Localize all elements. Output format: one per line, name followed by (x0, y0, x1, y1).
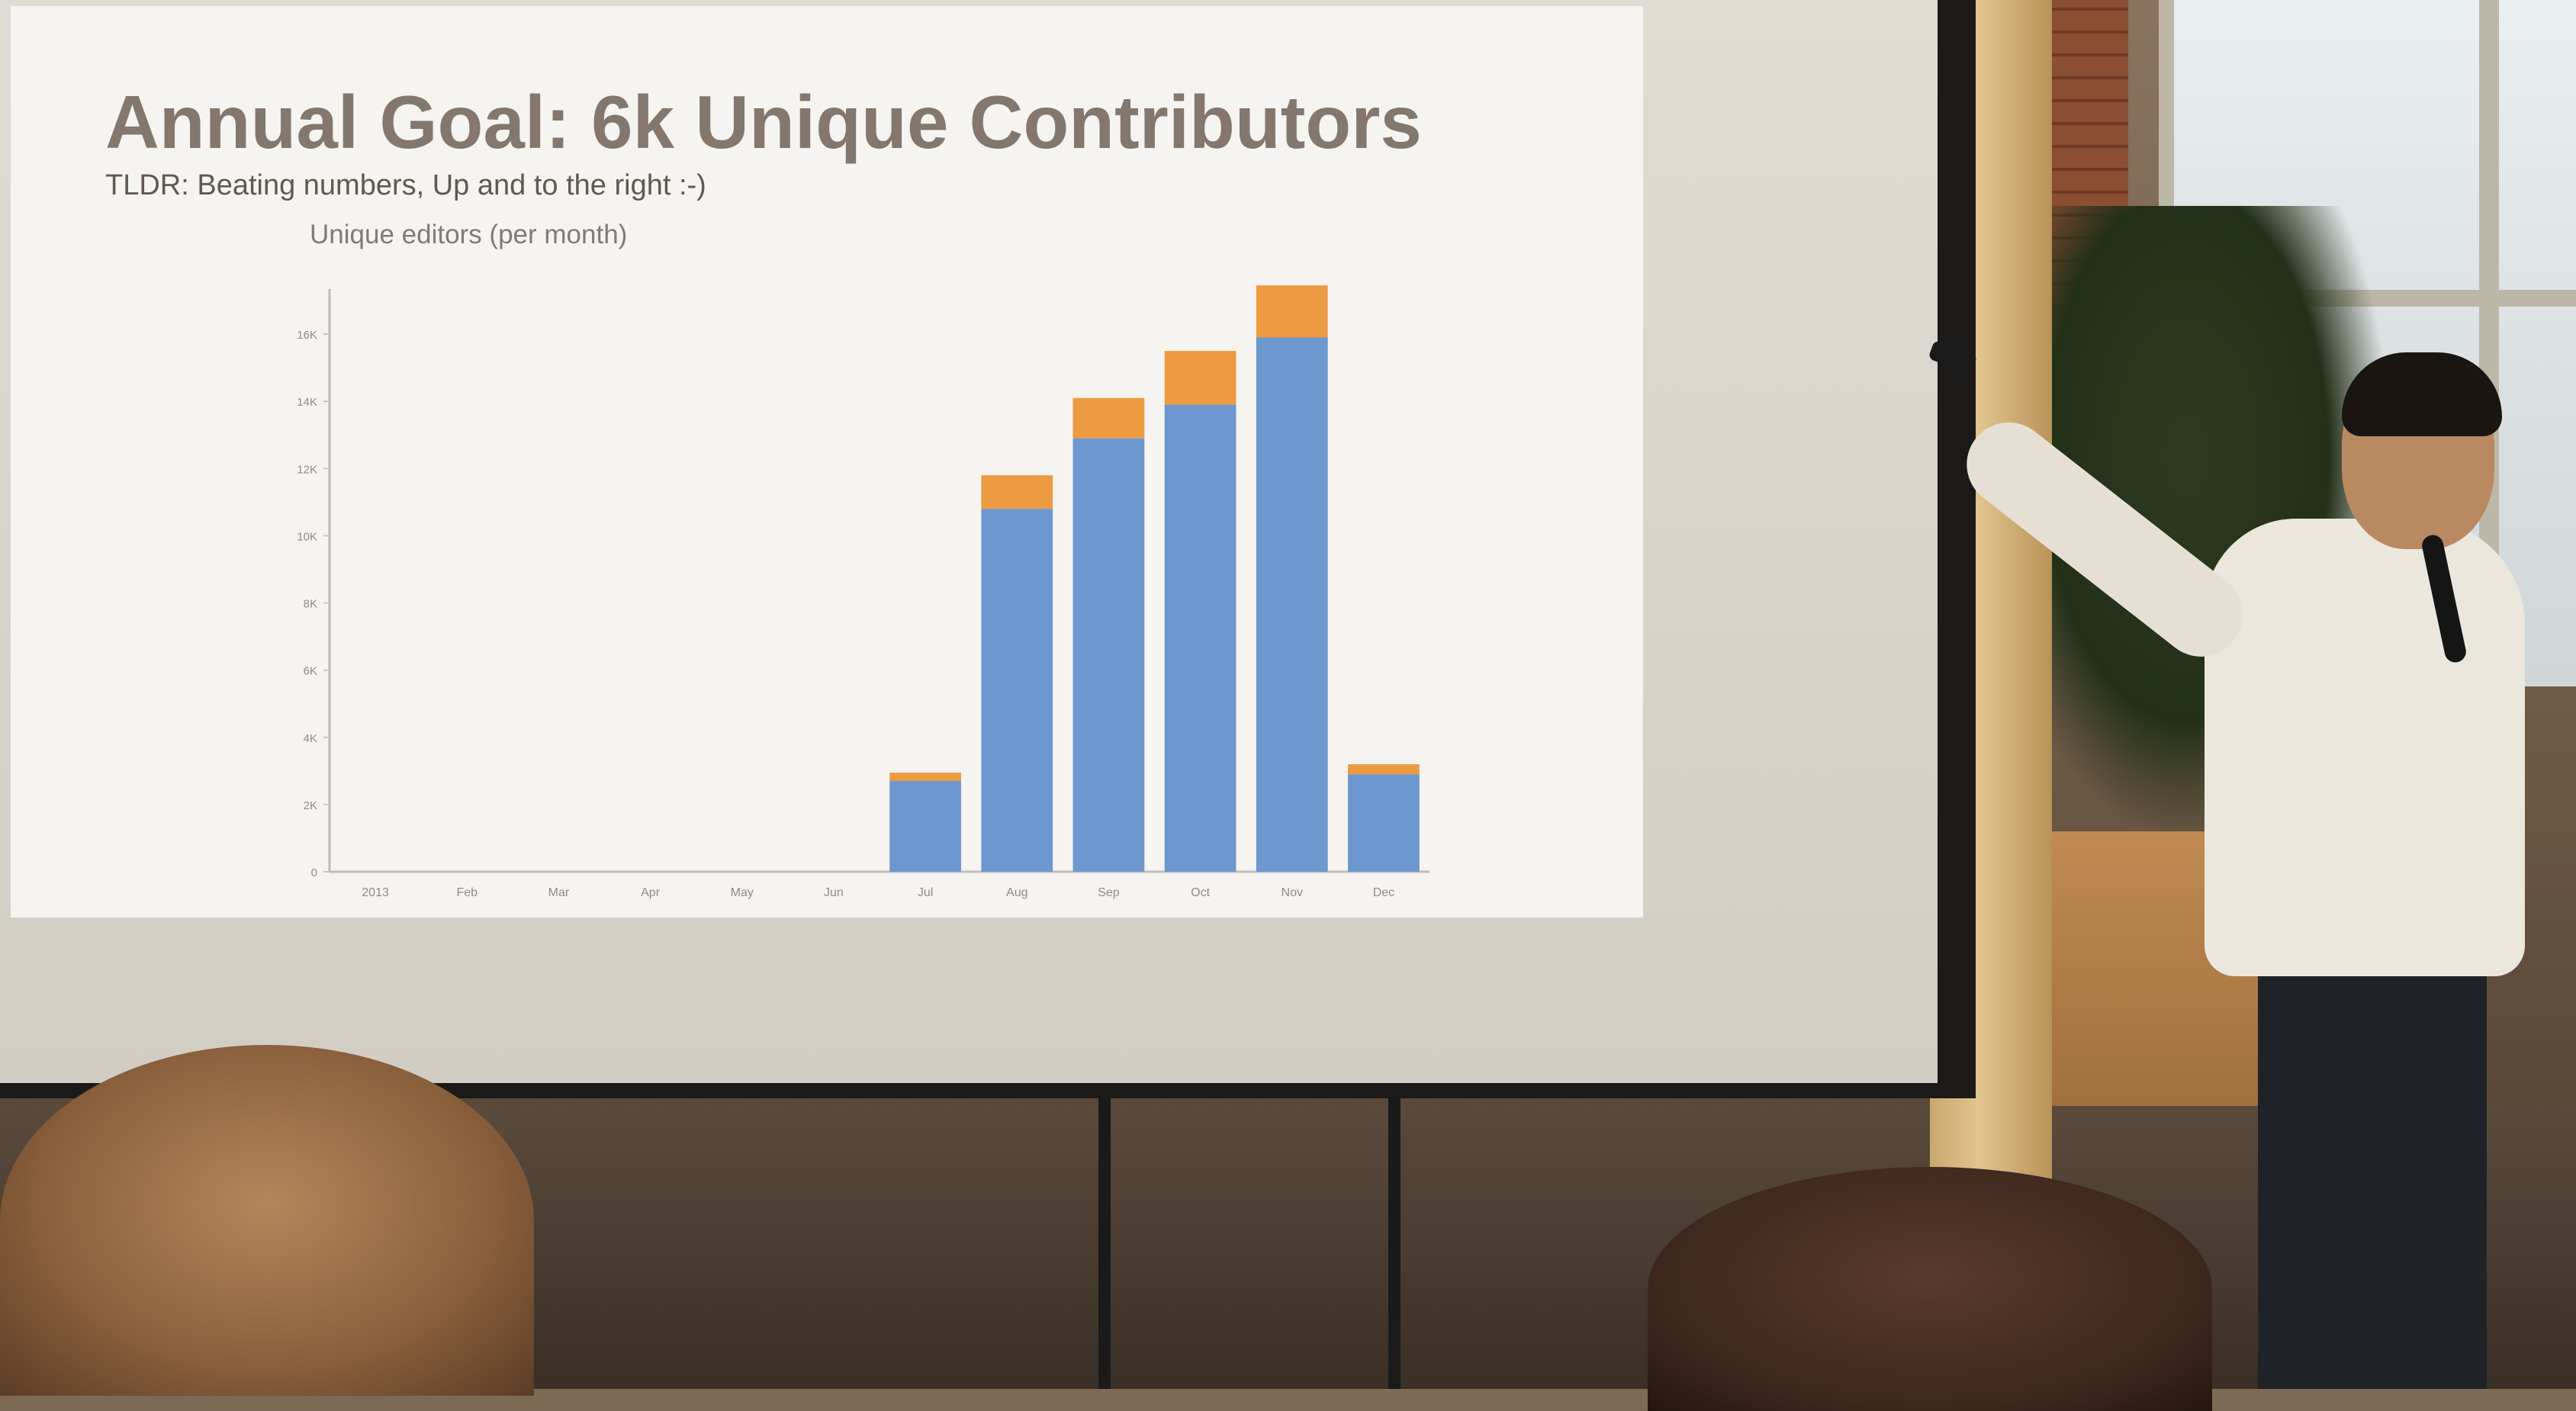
projector-screen: Annual Goal: 6k Unique Contributors TLDR… (0, 0, 1938, 1083)
chart-title: Unique editors (per month) (310, 220, 628, 249)
y-tick-label: 8K (304, 598, 317, 611)
y-tick-label: 6K (304, 665, 317, 678)
bar-segment-secondary (1256, 285, 1328, 338)
bar-segment-secondary (981, 475, 1053, 509)
bar-segment-secondary (889, 773, 961, 782)
screen-stand-leg (1098, 1098, 1111, 1389)
x-tick-label: Jul (918, 886, 933, 899)
y-tick-label: 2K (304, 799, 317, 812)
presentation-slide: Annual Goal: 6k Unique Contributors TLDR… (11, 6, 1643, 918)
x-tick-label: Mar (548, 886, 570, 899)
x-tick-label: Apr (641, 886, 661, 899)
audience-head-left (0, 1045, 534, 1396)
bar-segment-primary (889, 781, 961, 872)
x-tick-label: May (731, 886, 754, 899)
x-tick-label: Dec (1373, 886, 1394, 899)
projector-screen-frame: Annual Goal: 6k Unique Contributors TLDR… (0, 0, 1976, 1098)
y-tick-label: 12K (297, 463, 317, 476)
presenter-sweater (2205, 519, 2525, 976)
bar-segment-primary (1256, 337, 1328, 872)
bar-segment-primary (1073, 438, 1145, 872)
presenter-hair (2342, 352, 2502, 436)
slide-title: Annual Goal: 6k Unique Contributors (105, 80, 1422, 164)
y-tick-label: 14K (297, 396, 317, 409)
y-tick-label: 0 (311, 866, 317, 879)
y-tick-label: 10K (297, 530, 317, 543)
audience-head-right (1648, 1167, 2212, 1411)
x-tick-label: Sep (1098, 886, 1120, 899)
screen-stand-leg (1388, 1098, 1401, 1389)
x-tick-label: Jun (824, 886, 844, 899)
bar-segment-primary (981, 509, 1053, 872)
x-tick-label: Nov (1282, 886, 1303, 899)
x-tick-label: Feb (456, 886, 478, 899)
x-tick-label: Oct (1191, 886, 1210, 899)
bar-segment-secondary (1164, 351, 1237, 405)
bar-segment-secondary (1348, 764, 1420, 775)
bar-segment-secondary (1073, 397, 1145, 439)
presenter-legs (2258, 961, 2487, 1389)
bar-segment-primary (1348, 774, 1420, 872)
bar-segment-primary (1164, 404, 1237, 872)
bar-chart: 0 2K 4K 6K 8K 10K 12K 14K 16K 2013 Feb Mar Apr May Jun… (297, 285, 1430, 899)
x-tick-label: Aug (1006, 886, 1028, 899)
x-tick-label: 2013 (362, 886, 389, 899)
y-tick-label: 16K (297, 329, 317, 342)
slide-subtitle: TLDR: Beating numbers, Up and to the rig… (105, 169, 706, 201)
y-tick-label: 4K (304, 732, 317, 745)
